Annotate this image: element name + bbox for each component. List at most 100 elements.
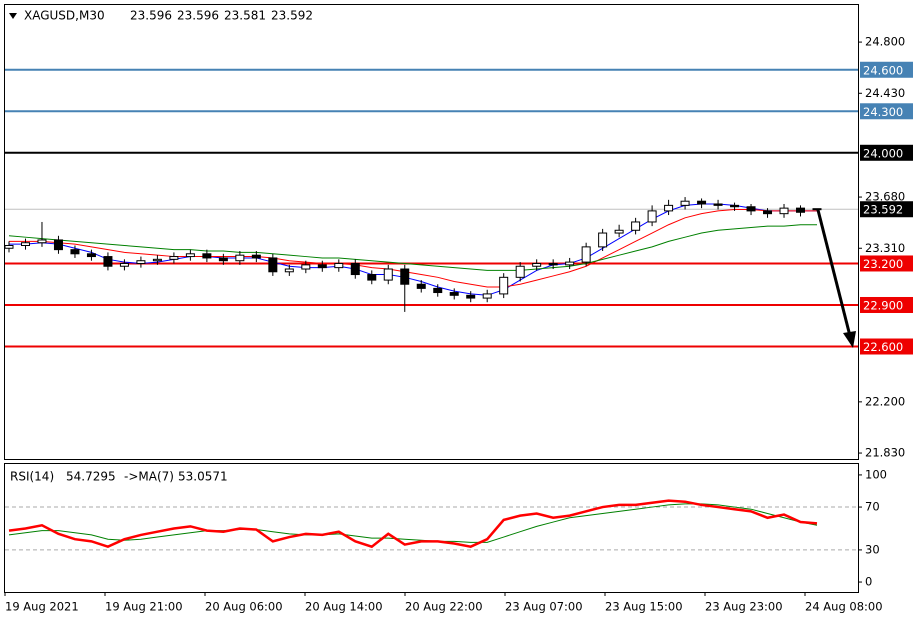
level-box	[860, 103, 913, 120]
moving-average	[9, 209, 817, 288]
candle-body	[136, 260, 146, 264]
candle-body	[482, 293, 492, 299]
x-tick-label: 23 Aug 23:00	[705, 600, 783, 614]
forecast-arrow	[816, 209, 852, 337]
moving-average	[8, 224, 817, 271]
y-tick-label: 23.680	[865, 190, 905, 204]
ohlc-high: 23.596	[177, 9, 219, 23]
candle-body	[400, 268, 410, 285]
candle-body	[367, 274, 377, 281]
level-box	[860, 296, 913, 313]
y-tick-label: 22.200	[865, 394, 905, 408]
candle-body	[185, 253, 195, 258]
candle-body	[796, 207, 806, 213]
rsi-value: 54.7295	[66, 470, 116, 484]
level-label: 24.600	[863, 63, 903, 77]
candle-body	[53, 239, 63, 251]
candle-body	[251, 254, 261, 259]
main-panel	[4, 4, 859, 460]
candle-body	[499, 276, 509, 295]
candle-body	[301, 264, 311, 270]
y-tick-label: 21.830	[865, 446, 905, 460]
candle-body	[86, 253, 96, 258]
candle-body	[433, 287, 443, 294]
forecast-arrow-head	[843, 331, 856, 348]
x-tick-label: 19 Aug 21:00	[105, 600, 183, 614]
ohlc-low: 23.581	[224, 9, 266, 23]
candle-body	[631, 221, 641, 231]
candle-body	[20, 242, 30, 246]
candle-body	[416, 283, 426, 289]
candle-body	[548, 262, 558, 266]
rsi-ma-value: 53.0571	[178, 470, 228, 484]
candle-body	[235, 254, 245, 262]
candle-body	[449, 292, 459, 296]
candle-body	[169, 256, 179, 260]
ohlc-open: 23.596	[130, 9, 172, 23]
candle-body	[334, 262, 344, 269]
rsi-line	[8, 499, 818, 549]
candle-body	[581, 246, 591, 263]
level-label: 24.000	[863, 146, 903, 160]
rsi-tick-label: 30	[865, 542, 880, 556]
candle-body	[565, 261, 575, 266]
level-label: 22.900	[863, 298, 903, 312]
level-box	[860, 144, 913, 161]
level-label: 23.592	[863, 203, 903, 217]
x-tick-label: 23 Aug 07:00	[505, 600, 583, 614]
y-tick-label: 23.310	[865, 241, 905, 255]
x-tick-label: 24 Aug 08:00	[805, 600, 883, 614]
candle-body	[730, 204, 740, 208]
rsi-tick-label: 100	[865, 467, 887, 481]
candle-body	[515, 265, 525, 278]
level-box	[860, 338, 913, 355]
candle-body	[746, 206, 756, 212]
candle-body	[614, 229, 624, 234]
candle-body	[37, 239, 47, 244]
y-tick-label: 24.800	[865, 35, 905, 49]
level-box	[860, 201, 913, 218]
candle-body	[779, 207, 789, 215]
candle-body	[70, 249, 80, 255]
level-label: 23.200	[863, 257, 903, 271]
rsi-panel	[4, 463, 859, 593]
candle-body	[812, 208, 822, 211]
x-tick-label: 20 Aug 22:00	[405, 600, 483, 614]
candle-body	[350, 262, 360, 276]
rsi-label: RSI(14)	[10, 470, 54, 484]
candle-body	[103, 256, 113, 267]
x-tick-label: 20 Aug 14:00	[305, 600, 383, 614]
x-tick-label: 20 Aug 06:00	[205, 600, 283, 614]
collapse-icon[interactable]	[9, 13, 17, 19]
candle-body	[268, 257, 278, 273]
candle-body	[647, 210, 657, 223]
candle-body	[152, 258, 162, 262]
candle-body	[664, 204, 674, 212]
candle-body	[598, 232, 608, 248]
candle-body	[763, 210, 773, 215]
y-tick-label: 24.430	[865, 86, 905, 100]
rsi-tick-label: 0	[865, 575, 872, 589]
rsi-ma-line	[8, 503, 818, 543]
candle-body	[466, 294, 476, 299]
candle-body	[119, 262, 129, 267]
candle-body	[284, 268, 294, 273]
symbol: XAGUSD,M30	[24, 9, 105, 23]
candle-body	[713, 203, 723, 206]
level-box	[860, 255, 913, 272]
ohlc-close: 23.592	[271, 9, 313, 23]
rsi-tick-label: 70	[865, 500, 880, 514]
candle-body	[202, 253, 212, 259]
x-tick-label: 23 Aug 15:00	[605, 600, 683, 614]
candle-body	[680, 200, 690, 206]
level-box	[860, 61, 913, 78]
x-tick-label: 19 Aug 2021	[5, 600, 79, 614]
rsi-ma-label: ->MA(7)	[124, 470, 174, 484]
candle-body	[532, 262, 542, 267]
candle-body	[697, 200, 707, 205]
candle-body	[218, 257, 228, 262]
level-label: 22.600	[863, 340, 903, 354]
candle-body	[4, 244, 14, 249]
level-label: 24.300	[863, 105, 903, 119]
